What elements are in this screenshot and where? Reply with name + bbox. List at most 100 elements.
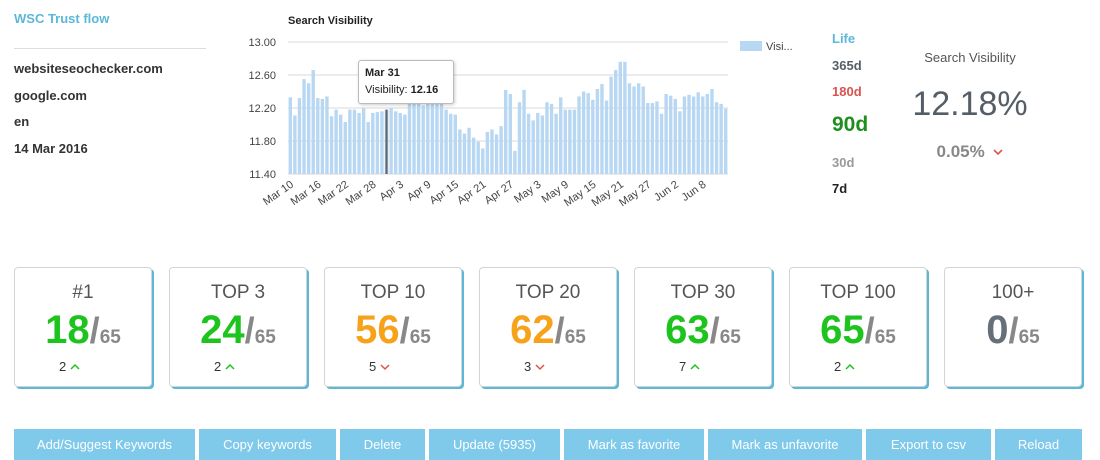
chart-bar [293,115,297,174]
chart-bar [664,93,668,174]
chart-bar [581,91,586,174]
x-tick-label: Apr 15 [428,179,461,207]
chart-bar [416,95,421,174]
add-suggest-keywords-button[interactable]: Add/Suggest Keywords [14,429,195,460]
x-tick-label: May 3 [512,179,543,206]
update-button[interactable]: Update (5935) [429,429,560,460]
chart-bar [325,96,329,174]
chart-bar [517,102,522,174]
chart-bar [678,111,682,174]
rank-card-total: 65 [99,327,121,348]
project-date: 14 Mar 2016 [14,140,88,156]
legend-swatch [740,41,762,51]
x-tick-label: May 27 [617,179,653,210]
delete-button[interactable]: Delete [340,429,425,460]
chart-bar [568,109,572,174]
chart-bar [311,70,315,174]
rank-card-top100[interactable]: TOP 100 65/65 2 [789,267,927,387]
chart-bar [673,98,677,174]
chart-bar [504,89,508,174]
tooltip-date: Mar 31 [365,67,400,79]
period-life[interactable]: Life [832,31,856,46]
y-tick-label: 13.00 [248,37,276,49]
rank-card-total: 65 [564,327,586,348]
chart-bar [618,61,622,174]
mark-unfavorite-button[interactable]: Mark as unfavorite [708,429,862,460]
x-tick-label: Mar 28 [344,179,379,208]
rank-card-value: 24 [200,308,245,352]
rank-card-top1[interactable]: #1 18/65 2 [14,267,152,387]
x-tick-label: Mar 22 [316,179,351,208]
chart-bar [646,103,650,174]
rank-card-delta-value: 3 [524,359,532,374]
chart-bar [499,126,503,174]
x-tick-label: Apr 3 [378,179,406,204]
y-tick-label: 11.80 [249,136,276,148]
chart-bar [320,98,325,174]
rank-card-top20[interactable]: TOP 20 62/65 3 [479,267,617,387]
rank-card-title: TOP 100 [820,282,896,303]
chart-bar [357,112,361,174]
rank-card-100plus[interactable]: 100+ 0/65 [944,267,1082,387]
chart-bar [389,108,393,174]
chart-bar [696,92,700,174]
chart-bar [636,83,641,174]
chart-bar [724,108,728,174]
rank-card-total: 65 [874,327,896,348]
rank-card-top3[interactable]: TOP 3 24/65 2 [169,267,307,387]
rank-card-top30[interactable]: TOP 30 63/65 7 [634,267,772,387]
chart-bar [531,120,535,174]
chevron-down-icon [993,149,1004,156]
period-90d[interactable]: 90d [832,112,869,136]
chart-bar [316,98,320,174]
chart-bar [366,122,370,174]
project-title[interactable]: WSC Trust flow [14,11,110,26]
rank-card-value: 62 [510,308,555,352]
period-365d[interactable]: 365d [832,57,862,73]
chart-bar [559,97,563,174]
chart-bar [604,100,609,174]
period-180d[interactable]: 180d [832,84,862,99]
chart-bar [627,83,632,174]
rank-card-title: TOP 10 [360,282,426,303]
rank-card-delta: 2 [214,359,235,374]
period-7d[interactable]: 7d [832,181,848,196]
export-csv-button[interactable]: Export to csv [866,429,991,460]
rank-card-delta-value: 7 [679,359,687,374]
chart-bar [334,109,338,174]
x-tick-label: Jun 2 [652,179,681,204]
chart-bar [449,113,453,174]
chevron-down-icon [380,364,390,371]
rank-card-delta: 2 [834,359,855,374]
chart-bar [348,109,352,174]
project-info: WSC Trust flow websiteseochecker.com goo… [14,10,206,167]
reload-button[interactable]: Reload [995,429,1082,460]
chart-bar [549,103,554,174]
copy-keywords-button[interactable]: Copy keywords [199,429,336,460]
chart-bar [691,96,696,174]
rank-card-top10[interactable]: TOP 10 56/65 5 [324,267,462,387]
period-30d[interactable]: 30d [832,154,855,170]
chevron-up-icon [845,363,855,370]
legend-label: Visi... [766,41,793,53]
chart-bar [563,109,567,174]
rank-card-title: 100+ [991,282,1035,303]
rank-card-total: 65 [409,327,431,348]
mark-favorite-button[interactable]: Mark as favorite [564,429,704,460]
chart-bar [361,108,366,174]
tooltip-value: 12.16 [410,84,439,96]
rank-card-title: TOP 3 [210,282,266,303]
chart-bar [481,148,485,174]
chart-bar [687,94,691,174]
rank-card-value: 63 [665,308,710,352]
chart-bar [508,93,512,174]
chart-bar [453,114,457,174]
rank-card-delta-value: 2 [59,359,67,374]
chart-bar [458,129,462,174]
chart-title: Search Visibility [288,15,374,27]
chart-bar [430,97,435,174]
rank-card-value: 65 [820,308,865,352]
chart-bar [471,137,476,174]
chart-bar [494,134,499,174]
x-tick-label: Mar 16 [289,179,324,208]
